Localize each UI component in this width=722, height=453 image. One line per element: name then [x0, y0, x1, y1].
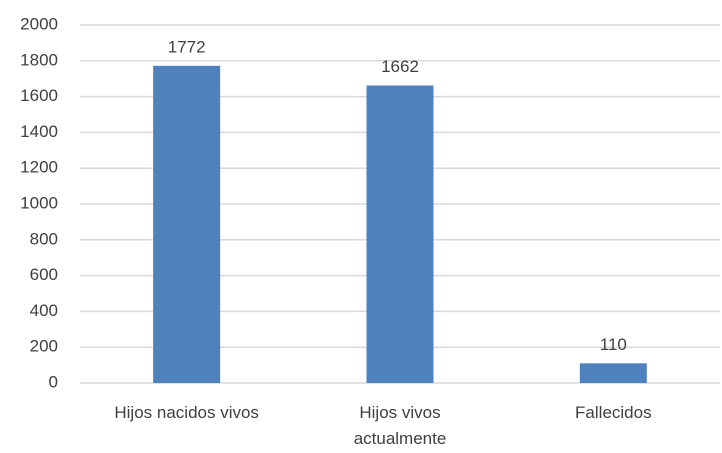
bar: [579, 363, 647, 383]
y-tick-label: 400: [30, 301, 58, 320]
x-tick-label: Hijos vivos actualmente: [353, 403, 447, 448]
y-tick-label: 1400: [20, 122, 58, 141]
y-tick-label: 1200: [20, 158, 58, 177]
data-label: 1772: [168, 37, 206, 56]
data-label: 1662: [381, 57, 419, 76]
bar: [153, 65, 221, 383]
y-tick-label: 1800: [20, 50, 58, 69]
y-tick-label: 1600: [20, 86, 58, 105]
x-tick-label: Fallecidos: [575, 403, 652, 422]
y-tick-label: 600: [30, 265, 58, 284]
x-tick-label: Hijos nacidos vivos: [114, 403, 259, 422]
y-tick-label: 2000: [20, 14, 58, 33]
y-tick-label: 0: [49, 372, 58, 391]
y-tick-label: 800: [30, 229, 58, 248]
data-label: 110: [600, 335, 627, 354]
bar: [366, 85, 434, 383]
y-tick-label: 200: [30, 337, 58, 356]
y-tick-label: 1000: [20, 193, 58, 212]
